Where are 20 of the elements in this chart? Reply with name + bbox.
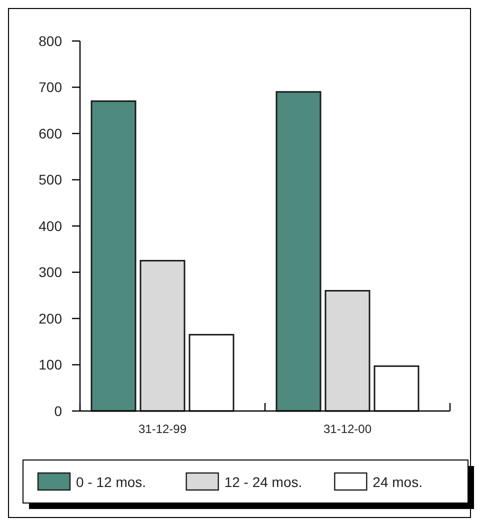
bar [140,260,186,412]
y-tick-label: 800 [38,32,62,49]
legend-label: 12 - 24 mos. [224,474,302,490]
bar [276,91,322,412]
bar [374,365,420,412]
bar [188,334,234,412]
y-tick-label: 400 [38,218,62,234]
legend-label: 0 - 12 mos. [76,474,146,490]
bar [90,100,136,412]
bar [324,290,370,412]
y-tick-label: 600 [38,125,62,142]
legend-label: 24 mos. [372,474,422,490]
y-tick-label: 100 [38,356,62,373]
x-tick-label: 31-12-99 [138,422,187,436]
y-tick-label: 200 [38,310,62,326]
y-tick-label: 700 [38,79,62,96]
y-tick-label: 500 [38,172,62,188]
x-tick-label: 31-12-00 [323,422,372,436]
y-tick-label: 300 [38,264,62,280]
y-tick-label: 0 [54,402,62,419]
